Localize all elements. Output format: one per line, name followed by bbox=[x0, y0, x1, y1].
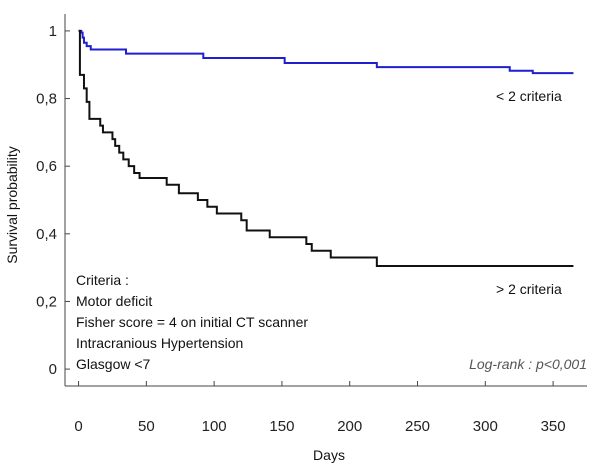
series-line-low-criteria bbox=[78, 29, 574, 75]
y-tick-label: 0,8 bbox=[36, 91, 57, 108]
x-tick-label: 0 bbox=[74, 418, 82, 435]
x-ticks: 0 50 100 150 200 250 300 350 bbox=[74, 381, 566, 435]
series-group bbox=[78, 29, 574, 267]
criteria-item-motor: Motor deficit bbox=[76, 293, 152, 309]
x-tick-label: 250 bbox=[405, 418, 430, 435]
log-rank-label: Log-rank : p<0,001 bbox=[469, 356, 587, 372]
x-tick-label: 100 bbox=[202, 418, 227, 435]
criteria-item-hypertension: Intracranious Hypertension bbox=[76, 335, 243, 351]
x-tick-label: 150 bbox=[269, 418, 294, 435]
y-tick-label: 0,4 bbox=[36, 226, 57, 243]
criteria-box: Criteria : Motor deficit Fisher score = … bbox=[76, 272, 308, 372]
y-tick-label: 0,2 bbox=[36, 293, 57, 310]
y-tick-label: 1 bbox=[49, 23, 57, 40]
x-tick-label: 300 bbox=[473, 418, 498, 435]
series-label-low: < 2 criteria bbox=[496, 88, 562, 104]
x-tick-label: 50 bbox=[138, 418, 155, 435]
x-tick-label: 350 bbox=[541, 418, 566, 435]
criteria-title: Criteria : bbox=[76, 272, 129, 288]
y-axis-title: Survival probability bbox=[4, 146, 20, 264]
criteria-item-fisher: Fisher score = 4 on initial CT scanner bbox=[76, 314, 308, 330]
y-tick-label: 0 bbox=[49, 361, 57, 378]
series-label-high: > 2 criteria bbox=[496, 281, 562, 297]
series-line-high-criteria bbox=[78, 29, 574, 267]
y-ticks: 0 0,2 0,4 0,6 0,8 1 bbox=[36, 23, 70, 378]
x-tick-label: 200 bbox=[337, 418, 362, 435]
axes bbox=[64, 14, 587, 387]
criteria-item-glasgow: Glasgow <7 bbox=[76, 356, 151, 372]
y-tick-label: 0,6 bbox=[36, 158, 57, 175]
x-axis-title: Days bbox=[313, 447, 345, 463]
